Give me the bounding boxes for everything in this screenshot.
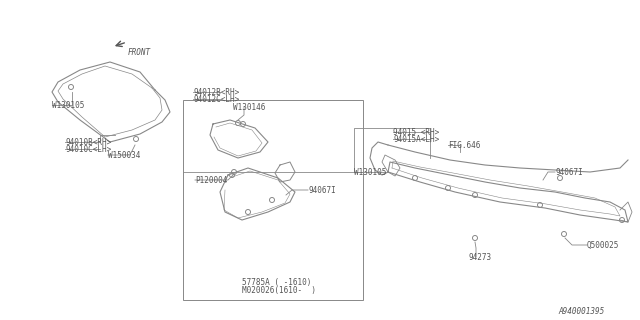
Text: A940001395: A940001395 bbox=[558, 308, 604, 316]
Text: 94015A<LH>: 94015A<LH> bbox=[393, 134, 439, 143]
Bar bbox=[183, 100, 363, 300]
Text: 94015 <RH>: 94015 <RH> bbox=[393, 127, 439, 137]
Text: 94273: 94273 bbox=[468, 252, 491, 261]
Text: 94012B<RH>: 94012B<RH> bbox=[193, 87, 239, 97]
Text: 94067I: 94067I bbox=[308, 186, 336, 195]
Text: W130105: W130105 bbox=[52, 100, 84, 109]
Text: FIG.646: FIG.646 bbox=[448, 140, 481, 149]
Text: W130146: W130146 bbox=[233, 102, 266, 111]
Text: W150034: W150034 bbox=[108, 150, 140, 159]
Text: FRONT: FRONT bbox=[128, 47, 151, 57]
Text: 94010C<LH>: 94010C<LH> bbox=[65, 145, 111, 154]
Text: W130105: W130105 bbox=[354, 167, 387, 177]
Text: 94067I: 94067I bbox=[555, 167, 583, 177]
Text: P120004: P120004 bbox=[195, 175, 227, 185]
Text: M020026(1610-  ): M020026(1610- ) bbox=[242, 286, 316, 295]
Text: Q500025: Q500025 bbox=[587, 241, 620, 250]
Text: 57785A ( -1610): 57785A ( -1610) bbox=[242, 278, 312, 287]
Text: 94010B<RH>: 94010B<RH> bbox=[65, 138, 111, 147]
Text: 94012C<LH>: 94012C<LH> bbox=[193, 94, 239, 103]
